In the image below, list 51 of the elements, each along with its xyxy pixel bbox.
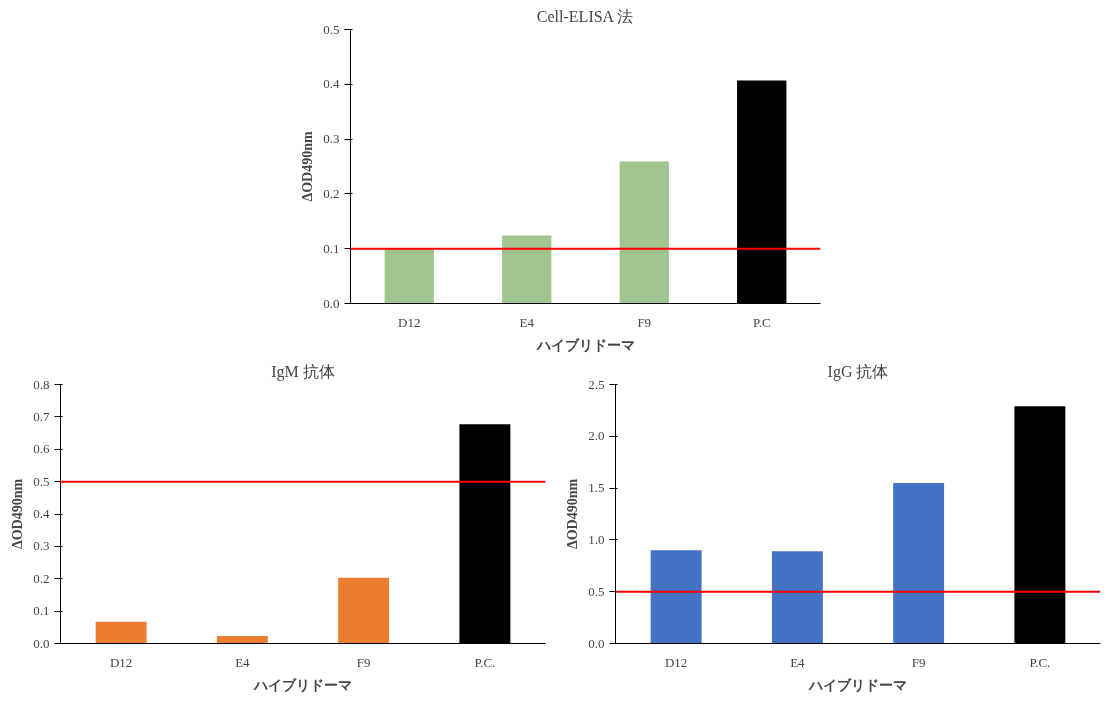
y-tick-label: 0.1: [323, 240, 340, 256]
x-tick-label: E4: [235, 654, 251, 670]
bar: [502, 235, 552, 304]
y-tick-label: 0.3: [323, 131, 340, 147]
y-tick-label: 0.8: [33, 376, 50, 392]
x-tick-label: E4: [519, 314, 535, 330]
y-tick-label: 0.2: [33, 570, 50, 586]
y-tick-label: 0.5: [323, 21, 340, 37]
x-tick-label: P.C.: [474, 654, 496, 670]
bar: [650, 550, 702, 644]
x-axis-title: ハイブリドーマ: [808, 676, 907, 693]
x-tick-label: F9: [911, 654, 926, 670]
x-tick-label: F9: [637, 314, 652, 330]
y-axis-title: ΔOD490nm: [300, 131, 316, 202]
bar: [216, 636, 268, 644]
y-tick-label: 2.5: [588, 376, 605, 392]
y-tick-label: 0.0: [588, 635, 605, 651]
bar: [95, 621, 147, 644]
x-tick-label: P.C.: [1029, 654, 1051, 670]
y-tick-label: 1.5: [588, 480, 605, 496]
x-tick-label: D12: [109, 654, 133, 670]
y-tick-label: 0.4: [33, 506, 50, 521]
y-tick-label: 0.6: [33, 441, 50, 457]
y-tick-label: 0.0: [323, 295, 340, 311]
y-tick-label: 0.2: [323, 185, 340, 201]
y-tick-label: 0.5: [588, 583, 605, 599]
bar: [893, 482, 945, 644]
bar: [338, 577, 390, 644]
y-tick-label: 0.5: [33, 473, 50, 489]
chart-title: IgG 抗体: [827, 362, 889, 381]
x-tick-label: P.C: [752, 314, 771, 330]
x-axis-title: ハイブリドーマ: [535, 336, 635, 353]
x-axis-title: ハイブリドーマ: [253, 676, 352, 693]
x-tick-label: F9: [356, 654, 371, 670]
chart-title: IgM 抗体: [271, 362, 335, 381]
y-tick-label: 2.0: [588, 428, 605, 444]
bar: [619, 161, 669, 304]
x-tick-label: E4: [790, 654, 806, 670]
y-tick-label: 0.1: [33, 603, 50, 619]
y-tick-label: 1.0: [588, 531, 605, 547]
x-tick-label: D12: [664, 654, 688, 670]
y-tick-label: 0.3: [33, 538, 50, 554]
y-tick-label: 0.7: [33, 408, 50, 424]
x-tick-label: D12: [398, 314, 421, 330]
y-axis-title: ΔOD490nm: [565, 478, 581, 550]
y-tick-label: 0.4: [323, 76, 340, 92]
chart-title: Cell-ELISA 法: [536, 7, 634, 25]
bar: [384, 248, 434, 304]
y-axis-title: ΔOD490nm: [10, 478, 26, 550]
y-tick-label: 0.0: [33, 635, 50, 651]
bar: [771, 551, 823, 644]
